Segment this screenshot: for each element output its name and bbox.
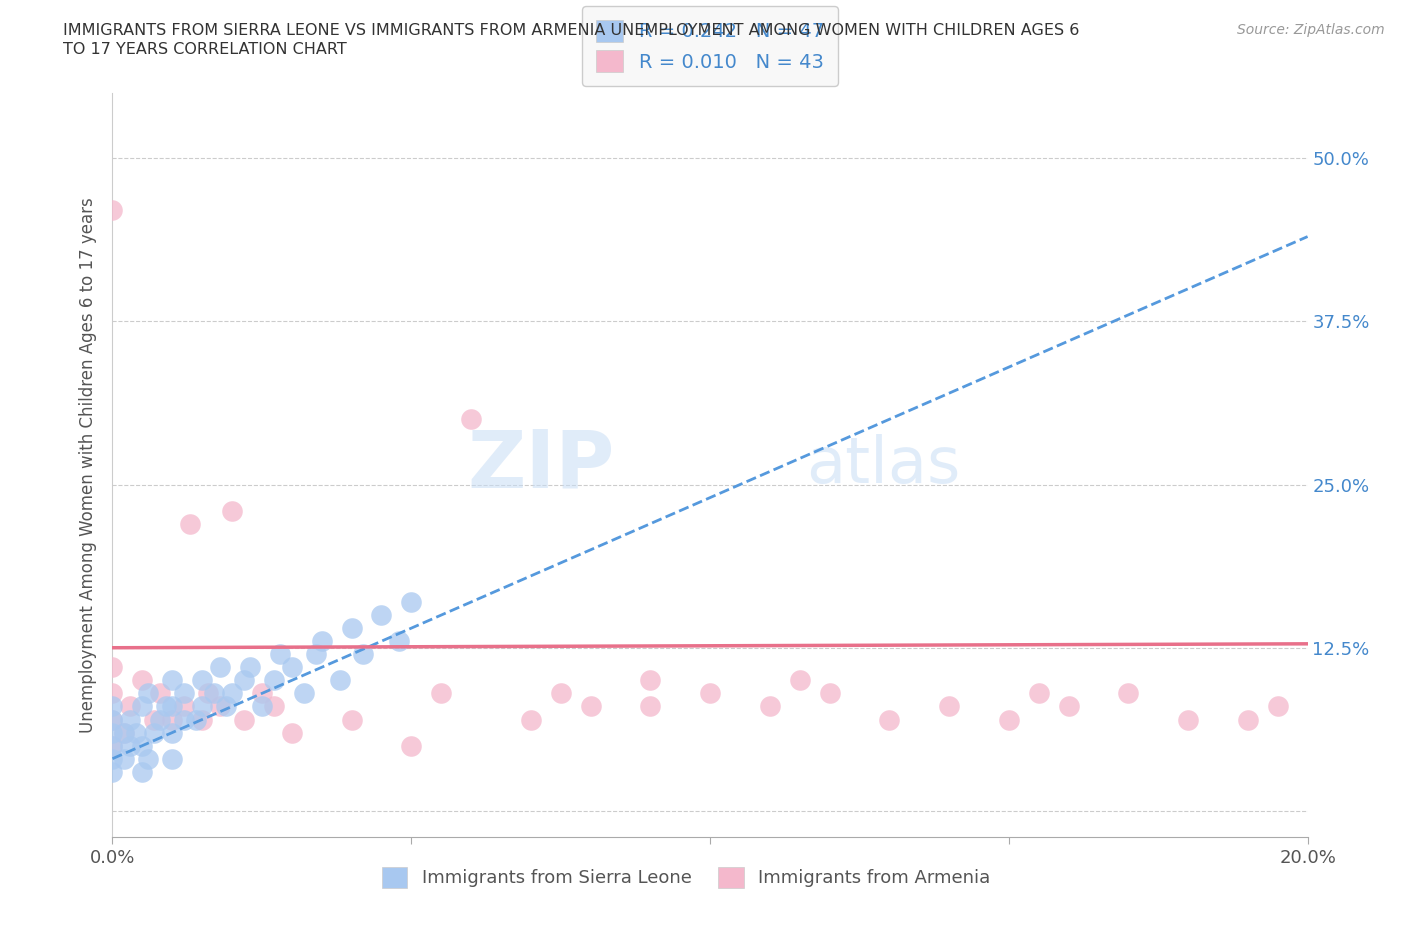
Point <box>209 660 232 675</box>
Point <box>143 725 166 740</box>
Point <box>430 686 453 701</box>
Point <box>998 712 1021 727</box>
Point <box>938 699 960 714</box>
Point <box>120 738 142 753</box>
Point <box>818 686 841 701</box>
Text: TO 17 YEARS CORRELATION CHART: TO 17 YEARS CORRELATION CHART <box>63 42 347 57</box>
Point <box>233 712 256 727</box>
Legend: Immigrants from Sierra Leone, Immigrants from Armenia: Immigrants from Sierra Leone, Immigrants… <box>374 859 998 895</box>
Text: Source: ZipAtlas.com: Source: ZipAtlas.com <box>1237 23 1385 37</box>
Point <box>789 673 811 688</box>
Point <box>215 699 238 714</box>
Point <box>879 712 901 727</box>
Point <box>191 699 214 714</box>
Y-axis label: Unemployment Among Women with Children Ages 6 to 17 years: Unemployment Among Women with Children A… <box>79 197 97 733</box>
Point <box>114 725 135 740</box>
Point <box>101 738 124 753</box>
Point <box>162 751 183 766</box>
Point <box>550 686 572 701</box>
Point <box>101 686 124 701</box>
Point <box>186 712 208 727</box>
Point <box>1028 686 1050 701</box>
Point <box>388 633 411 648</box>
Point <box>101 738 124 753</box>
Point <box>269 647 291 662</box>
Point <box>173 699 195 714</box>
Point <box>292 686 315 701</box>
Point <box>125 725 148 740</box>
Point <box>114 725 135 740</box>
Point <box>149 686 172 701</box>
Point <box>155 699 177 714</box>
Point <box>101 725 124 740</box>
Point <box>1177 712 1199 727</box>
Point <box>138 686 160 701</box>
Point <box>120 712 142 727</box>
Point <box>281 660 304 675</box>
Point <box>101 751 124 766</box>
Point <box>131 738 153 753</box>
Point <box>340 712 363 727</box>
Point <box>1057 699 1080 714</box>
Point <box>250 699 273 714</box>
Point <box>101 712 124 727</box>
Point <box>401 738 423 753</box>
Point <box>138 751 160 766</box>
Text: ZIP: ZIP <box>467 426 614 504</box>
Point <box>143 712 166 727</box>
Point <box>460 412 482 427</box>
Point <box>149 712 172 727</box>
Point <box>340 620 363 635</box>
Point <box>1267 699 1289 714</box>
Point <box>173 686 195 701</box>
Point <box>221 686 243 701</box>
Point <box>202 686 225 701</box>
Point <box>173 712 195 727</box>
Point <box>179 516 201 531</box>
Point <box>239 660 262 675</box>
Point <box>401 594 423 609</box>
Point <box>1237 712 1260 727</box>
Point <box>131 764 153 779</box>
Point <box>699 686 721 701</box>
Point <box>101 712 124 727</box>
Point <box>162 712 183 727</box>
Point <box>131 673 153 688</box>
Point <box>263 699 285 714</box>
Point <box>191 712 214 727</box>
Point <box>101 699 124 714</box>
Point <box>579 699 602 714</box>
Point <box>640 673 662 688</box>
Text: atlas: atlas <box>806 434 960 496</box>
Point <box>353 647 375 662</box>
Point <box>281 725 304 740</box>
Point <box>311 633 333 648</box>
Text: IMMIGRANTS FROM SIERRA LEONE VS IMMIGRANTS FROM ARMENIA UNEMPLOYMENT AMONG WOMEN: IMMIGRANTS FROM SIERRA LEONE VS IMMIGRAN… <box>63 23 1080 38</box>
Point <box>120 699 142 714</box>
Point <box>191 673 214 688</box>
Point <box>209 699 232 714</box>
Point <box>162 699 183 714</box>
Point <box>305 647 328 662</box>
Point <box>162 725 183 740</box>
Point <box>162 673 183 688</box>
Point <box>114 751 135 766</box>
Point <box>101 203 124 218</box>
Point <box>370 607 392 622</box>
Point <box>221 503 243 518</box>
Point <box>1118 686 1140 701</box>
Point <box>250 686 273 701</box>
Point <box>263 673 285 688</box>
Point <box>759 699 782 714</box>
Point <box>101 660 124 675</box>
Point <box>640 699 662 714</box>
Point <box>101 764 124 779</box>
Point <box>233 673 256 688</box>
Point <box>329 673 352 688</box>
Point <box>131 699 153 714</box>
Point <box>520 712 543 727</box>
Point <box>197 686 219 701</box>
